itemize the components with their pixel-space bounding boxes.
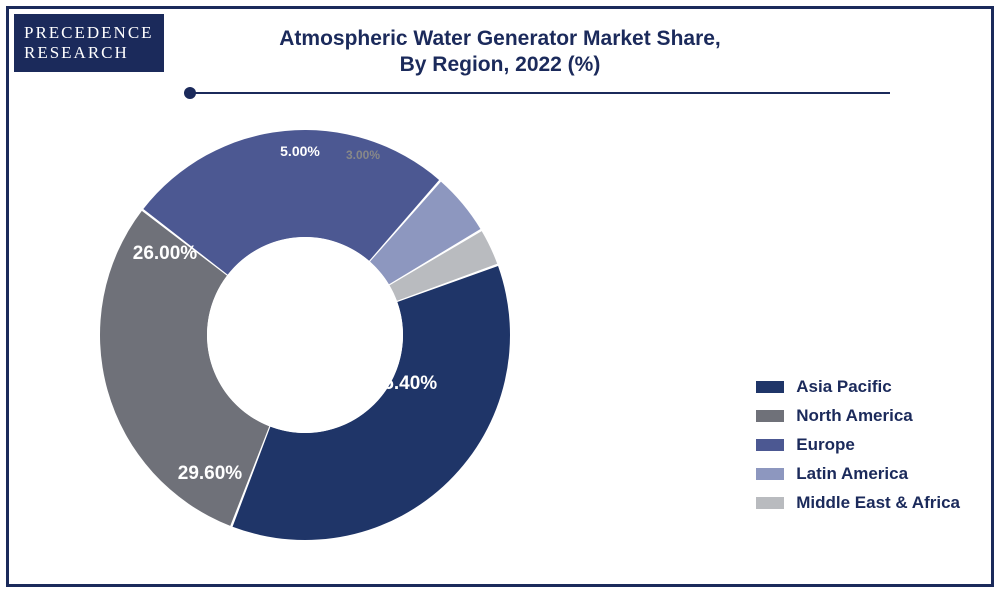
donut-svg: [90, 120, 520, 550]
legend-swatch: [756, 410, 784, 422]
title-divider: [190, 92, 890, 94]
chart-title: Atmospheric Water Generator Market Share…: [0, 26, 1000, 79]
legend-label: Europe: [796, 435, 855, 455]
title-line1: Atmospheric Water Generator Market Share…: [0, 26, 1000, 52]
legend-swatch: [756, 381, 784, 393]
legend-label: Middle East & Africa: [796, 493, 960, 513]
legend-item: Middle East & Africa: [756, 493, 960, 513]
legend-swatch: [756, 439, 784, 451]
legend-label: Asia Pacific: [796, 377, 891, 397]
legend-label: Latin America: [796, 464, 908, 484]
legend-item: North America: [756, 406, 960, 426]
donut-chart: 36.40%29.60%26.00%5.00%3.00%: [90, 120, 520, 550]
chart-legend: Asia Pacific North America Europe Latin Ame…: [756, 377, 960, 513]
legend-label: North America: [796, 406, 913, 426]
legend-swatch: [756, 497, 784, 509]
donut-hole: [207, 237, 403, 433]
title-line2: By Region, 2022 (%): [0, 52, 1000, 78]
legend-swatch: [756, 468, 784, 480]
legend-item: Europe: [756, 435, 960, 455]
legend-item: Asia Pacific: [756, 377, 960, 397]
legend-item: Latin America: [756, 464, 960, 484]
